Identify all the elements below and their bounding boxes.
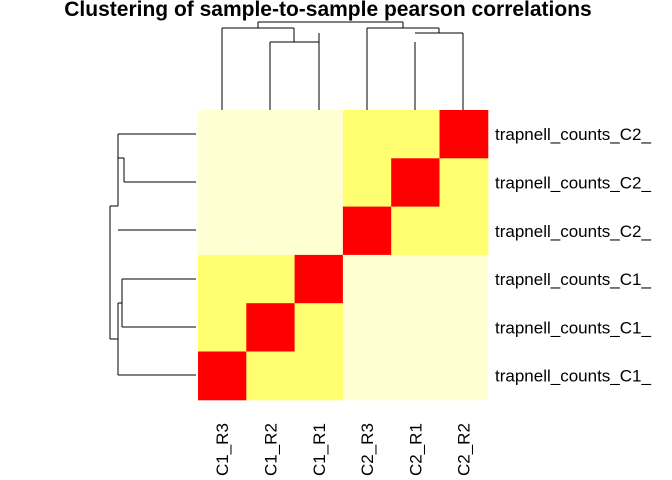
- heatmap-cell: [246, 158, 296, 208]
- column-labels: C1_R3 C1_R2 C1_R1 C2_R3 C2_R1 C2_R2: [213, 423, 473, 476]
- heatmap-cell: [342, 254, 392, 304]
- heatmap-cell: [198, 110, 247, 159]
- row-label: trapnell_counts_C1_: [495, 318, 651, 337]
- heatmap-cell: [246, 351, 296, 401]
- heatmap-cell: [198, 254, 247, 304]
- heatmap-cell: [294, 351, 344, 401]
- heatmap-cell: [198, 206, 247, 256]
- heatmap-cell: [294, 303, 344, 352]
- heatmap-cell: [391, 110, 440, 159]
- column-label: C1_R3: [213, 423, 232, 476]
- heatmap-cell: [391, 303, 440, 352]
- heatmap-cell: [342, 206, 392, 256]
- row-dendrogram: [109, 133, 196, 376]
- heatmap-cell: [342, 303, 392, 352]
- row-label: trapnell_counts_C2_: [495, 125, 651, 144]
- heatmap-cell: [294, 254, 344, 304]
- row-label: trapnell_counts_C1_: [495, 367, 651, 386]
- column-label: C1_R2: [261, 423, 280, 476]
- row-label: trapnell_counts_C2_: [495, 222, 651, 241]
- heatmap-cell: [294, 158, 344, 208]
- row-labels: trapnell_counts_C2_trapnell_counts_C2_tr…: [495, 125, 651, 385]
- column-dendrogram: [221, 21, 464, 110]
- heatmap-cell: [439, 303, 489, 352]
- heatmap-cell: [246, 206, 296, 256]
- heatmap-cell: [198, 351, 247, 401]
- heatmap-cell: [439, 158, 489, 208]
- column-label: C2_R2: [455, 423, 474, 476]
- heatmap-cell: [439, 110, 489, 159]
- heatmap-cell: [342, 351, 392, 401]
- chart-title: Clustering of sample-to-sample pearson c…: [64, 0, 591, 21]
- heatmap-cell: [439, 206, 489, 256]
- heatmap-cell: [391, 206, 440, 256]
- heatmap-cell: [294, 110, 344, 159]
- heatmap-cell: [198, 303, 247, 352]
- column-label: C2_R3: [358, 423, 377, 476]
- heatmap-cell: [391, 254, 440, 304]
- heatmap-cell: [391, 158, 440, 208]
- heatmap-cell: [439, 254, 489, 304]
- heatmap-cell: [198, 158, 247, 208]
- heatmap-cell: [246, 254, 296, 304]
- heatmap-cells: [198, 110, 489, 401]
- heatmap-cell: [391, 351, 440, 401]
- heatmap-cell: [342, 110, 392, 159]
- heatmap-cell: [246, 303, 296, 352]
- heatmap-cell: [246, 110, 296, 159]
- heatmap-cell: [294, 206, 344, 256]
- heatmap-cell: [439, 351, 489, 401]
- column-label: C2_R1: [406, 423, 425, 476]
- row-label: trapnell_counts_C1_: [495, 270, 651, 289]
- row-label: trapnell_counts_C2_: [495, 174, 651, 193]
- column-label: C1_R1: [310, 423, 329, 476]
- heatmap-cell: [342, 158, 392, 208]
